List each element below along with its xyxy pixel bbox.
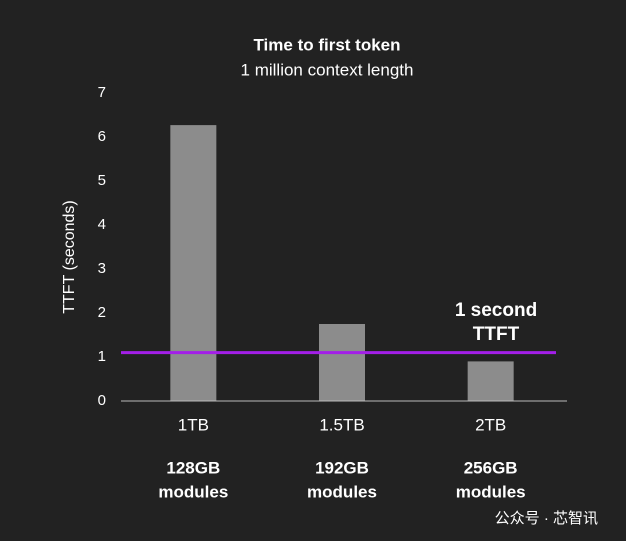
x-tick-label: 1TB: [178, 415, 209, 434]
y-tick-label: 6: [98, 128, 106, 145]
category-detail: 192GB: [315, 458, 369, 477]
reference-label: TTFT: [473, 324, 520, 345]
chart-title: Time to first token: [253, 35, 400, 54]
y-tick-label: 7: [98, 84, 106, 101]
category-detail: 256GB: [464, 458, 518, 477]
y-tick-label: 2: [98, 304, 106, 321]
bar: [170, 125, 217, 402]
x-tick-label: 1.5TB: [319, 415, 364, 434]
x-tick-label: 2TB: [475, 415, 506, 434]
y-axis-label: TTFT (seconds): [61, 200, 78, 314]
bar: [467, 361, 514, 401]
y-tick-label: 4: [98, 216, 106, 233]
bar: [319, 324, 365, 401]
category-detail: modules: [307, 482, 377, 501]
category-detail: modules: [158, 482, 228, 501]
category-detail: modules: [456, 482, 526, 501]
y-tick-label: 3: [98, 260, 106, 277]
category-detail: 128GB: [166, 458, 220, 477]
chart-subtitle: 1 million context length: [241, 60, 414, 79]
reference-label: 1 second: [455, 300, 537, 321]
y-tick-label: 5: [98, 172, 106, 189]
y-tick-label: 0: [98, 392, 106, 409]
watermark: 公众号 · 芯智讯: [495, 509, 598, 527]
y-tick-label: 1: [98, 348, 106, 365]
